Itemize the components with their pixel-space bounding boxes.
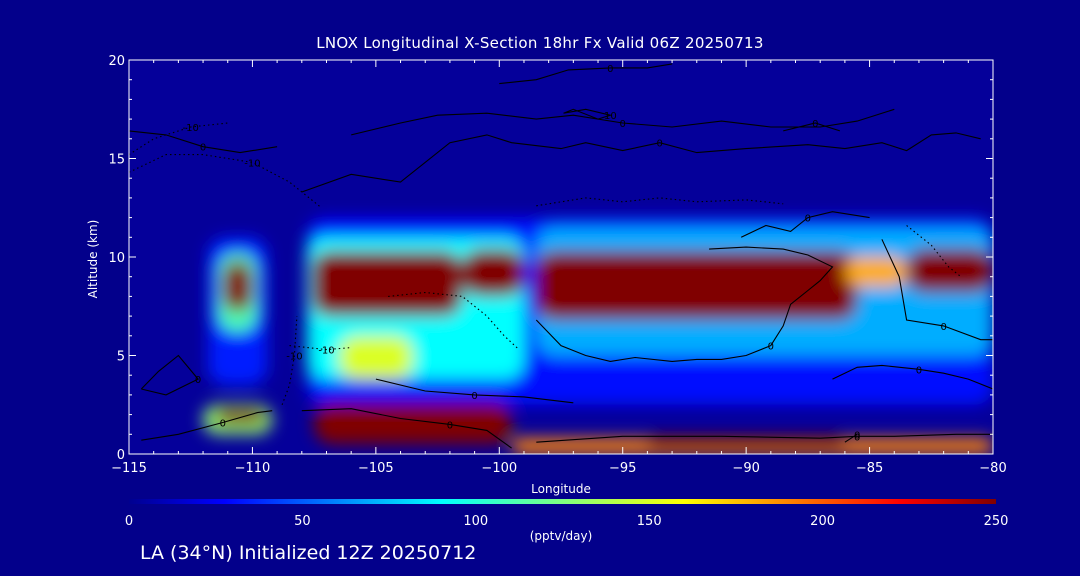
- contour-label: -10: [244, 158, 260, 169]
- contour-label: -10: [286, 352, 302, 363]
- contour-3: [301, 408, 512, 449]
- chart-title: LNOX Longitudinal X-Section 18hr Fx Vali…: [316, 34, 764, 52]
- contour-7: [499, 63, 673, 85]
- field-blob-11: [338, 335, 413, 380]
- contour-1: [140, 354, 199, 396]
- contour-label: 0: [200, 143, 206, 154]
- negative-contour-6: [906, 225, 962, 278]
- contour-6: [351, 108, 895, 136]
- colorbar-tick-label: 0: [125, 514, 133, 529]
- contour-15: [375, 378, 574, 404]
- contour-14: [563, 108, 613, 120]
- contour-label: 0: [805, 214, 811, 225]
- x-axis-label: Longitude: [531, 482, 591, 496]
- colorbar-tick-label: 200: [810, 514, 835, 529]
- negative-contour-4: [388, 291, 520, 351]
- contour-label: 0: [620, 119, 626, 130]
- field-blob-6: [311, 251, 463, 317]
- x-tick-label: −105: [358, 461, 394, 476]
- field-blob-13: [215, 408, 265, 425]
- field-blob-14: [314, 402, 512, 445]
- contour-label: -10: [318, 346, 334, 357]
- contour-8: [783, 122, 841, 132]
- negative-contour-5: [536, 197, 784, 207]
- contour-label: 0: [940, 322, 946, 333]
- y-tick-label: 10: [108, 251, 125, 266]
- lnox-field: [203, 217, 993, 454]
- y-tick-label: 20: [108, 54, 125, 69]
- y-tick-label: 0: [117, 448, 125, 463]
- contour-10: [535, 246, 834, 362]
- y-tick-label: 5: [117, 350, 125, 365]
- colorbar-gradient: [129, 499, 996, 504]
- negative-contour-0: [129, 154, 322, 209]
- colorbar-tick-label: 250: [984, 514, 1009, 529]
- negative-contour-1: [129, 122, 228, 156]
- x-tick-label: −80: [979, 461, 1006, 476]
- x-tick-label: −100: [481, 461, 517, 476]
- negative-contour-2: [289, 345, 352, 351]
- colorbar-tick-label: 150: [637, 514, 662, 529]
- contour-12: [832, 364, 993, 390]
- contour-label: 0: [657, 139, 663, 150]
- contour-label: 0: [916, 365, 922, 376]
- field-blob-10: [844, 257, 907, 287]
- negative-contour-3: [281, 316, 298, 405]
- contour-label: 0: [768, 342, 774, 353]
- x-tick-label: −85: [856, 461, 883, 476]
- field-blob-8: [536, 251, 858, 321]
- contour-11: [881, 239, 993, 341]
- contour-label: 0: [607, 64, 613, 75]
- colorbar: 0 50 100 150 200 250: [125, 499, 1009, 529]
- colorbar-tick-label: 100: [463, 514, 488, 529]
- contour-label: 0: [447, 420, 453, 431]
- y-axis-label: Altitude (km): [86, 219, 100, 299]
- footer-init-text: LA (34°N) Initialized 12Z 20250712: [140, 542, 477, 564]
- x-tick-label: −95: [609, 461, 636, 476]
- x-tick-label: −90: [732, 461, 759, 476]
- contour-label: 0: [195, 375, 201, 386]
- x-tick-label: −115: [111, 461, 147, 476]
- colorbar-tick-label: 50: [294, 514, 311, 529]
- contour-label: 0: [854, 430, 860, 441]
- contour-label: -10: [183, 123, 199, 134]
- field-blob-7: [462, 249, 524, 297]
- contour-4: [536, 433, 993, 443]
- field-blob-16: [647, 436, 845, 449]
- field-blob-2: [222, 260, 253, 313]
- plot-axes: −115 −110 −105 −100 −95 −90 −85 −80 0 5 10 15 20: [108, 54, 1006, 476]
- contour-9: [740, 211, 870, 238]
- contour-0: [129, 130, 278, 154]
- contour-label: 0: [854, 432, 860, 443]
- field-blob-9: [906, 249, 993, 293]
- colorbar-label: (pptv/day): [529, 529, 593, 543]
- x-tick-label: −110: [235, 461, 271, 476]
- contour-2: [141, 410, 273, 441]
- contour-13: [844, 433, 858, 443]
- contour-label: 0: [471, 391, 477, 402]
- contour-5: [301, 132, 981, 193]
- contour-label: 0: [220, 418, 226, 429]
- contour-label: 0: [812, 119, 818, 130]
- y-tick-label: 15: [108, 153, 125, 168]
- contour-label: 10: [604, 111, 617, 122]
